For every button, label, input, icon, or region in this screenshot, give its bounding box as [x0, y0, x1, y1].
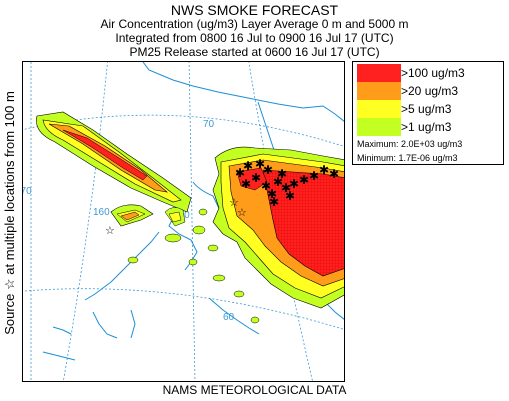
- legend-swatch: [357, 118, 401, 136]
- svg-text:☆: ☆: [237, 207, 247, 219]
- source-star-markers: ☆ ☆ ☆: [105, 197, 247, 237]
- svg-text:✱: ✱: [319, 163, 329, 177]
- svg-text:✱: ✱: [277, 167, 287, 181]
- eastern-smoke-plume: [212, 146, 344, 309]
- legend-swatch: [357, 64, 401, 82]
- svg-text:✱: ✱: [281, 181, 291, 195]
- lon-label-160: 160: [93, 207, 110, 218]
- integration-period: Integrated from 0800 16 Jul to 0900 16 J…: [115, 31, 394, 45]
- legend-swatch: [357, 100, 401, 118]
- svg-text:✱: ✱: [255, 157, 265, 171]
- svg-text:✱: ✱: [261, 179, 271, 193]
- lat-label-60: 60: [223, 312, 235, 323]
- svg-text:✱: ✱: [267, 187, 277, 201]
- legend-minimum: Minimum: 1.7E-06 ug/m3: [357, 153, 458, 163]
- western-smoke-band: [36, 111, 192, 227]
- scattered-smoke-patches: [127, 208, 260, 324]
- svg-text:✱: ✱: [289, 177, 299, 191]
- svg-text:✱: ✱: [269, 195, 279, 209]
- forecast-title: NWS SMOKE FORECAST: [170, 2, 339, 18]
- concentration-subtitle: Air Concentration (ug/m3) Layer Average …: [100, 17, 409, 31]
- svg-text:✱: ✱: [329, 167, 339, 181]
- fire-source-markers: ✱✱✱ ✱✱✱ ✱✱ ✱ ✱ ✱ ✱ ✱✱✱ ✱✱✱: [235, 157, 339, 209]
- legend-label: >1 ug/m3: [401, 120, 452, 134]
- svg-text:✱: ✱: [241, 177, 251, 191]
- svg-text:☆: ☆: [229, 197, 239, 209]
- map-canvas: 70 60 170 160 150 140: [23, 62, 344, 381]
- legend-label: >100 ug/m3: [401, 66, 465, 80]
- legend-label: >5 ug/m3: [401, 102, 452, 116]
- svg-text:✱: ✱: [273, 175, 283, 189]
- svg-text:✱: ✱: [299, 173, 309, 187]
- svg-text:✱: ✱: [235, 166, 245, 180]
- svg-text:✱: ✱: [285, 189, 295, 203]
- concentration-legend: >100 ug/m3 >20 ug/m3 >5 ug/m3 >1 ug/m3 M…: [352, 61, 504, 165]
- legend-label: >20 ug/m3: [401, 84, 459, 98]
- legend-maximum: Maximum: 2.0E+03 ug/m3: [357, 139, 463, 149]
- meteorological-data-footer: NAMS METEOROLOGICAL DATA: [162, 383, 347, 397]
- source-side-label: Source ☆ at multiple locations from 100 …: [2, 91, 17, 335]
- legend-swatch: [357, 82, 401, 100]
- lon-label-170: 170: [23, 186, 32, 197]
- svg-text:✱: ✱: [243, 159, 253, 173]
- smoke-map: 70 60 170 160 150 140: [22, 61, 345, 382]
- svg-text:✱: ✱: [263, 163, 273, 177]
- lat-label-70: 70: [203, 119, 215, 130]
- svg-text:☆: ☆: [105, 225, 115, 237]
- svg-text:✱: ✱: [251, 171, 261, 185]
- release-start: PM25 Release started at 0600 16 Jul 17 (…: [129, 45, 380, 59]
- svg-text:✱: ✱: [309, 169, 319, 183]
